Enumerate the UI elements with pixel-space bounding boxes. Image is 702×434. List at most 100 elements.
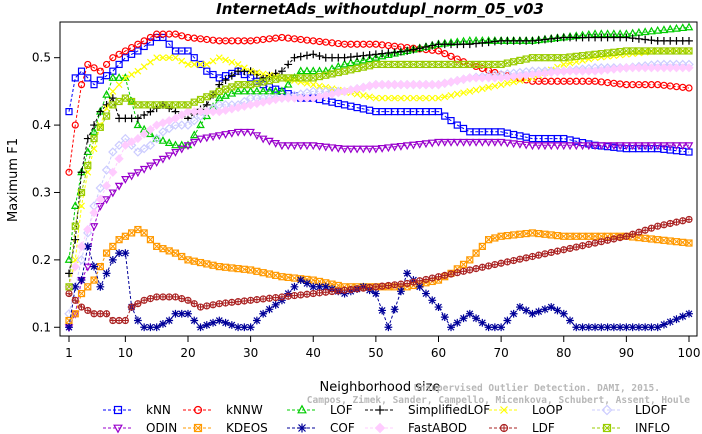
data-point-fastabod xyxy=(653,63,663,73)
data-point-ldf xyxy=(466,266,474,274)
data-point-ldf xyxy=(578,242,587,250)
data-point-knnw xyxy=(178,32,186,40)
data-point-cof xyxy=(647,323,656,332)
data-point-lof xyxy=(171,140,180,149)
data-point-knnw xyxy=(121,47,129,55)
data-point-knn xyxy=(441,112,449,120)
data-point-cof xyxy=(303,279,311,288)
data-point-ldf xyxy=(572,243,580,251)
data-point-lof xyxy=(177,140,187,149)
data-point-fastabod xyxy=(621,63,631,73)
y-tick-label: 0.4 xyxy=(32,118,51,132)
data-point-odin xyxy=(521,141,531,150)
x-tick-label: 1 xyxy=(65,346,73,360)
data-point-cof xyxy=(547,303,556,311)
data-point-ldf xyxy=(203,302,211,310)
data-point-inflo xyxy=(516,56,524,64)
data-point-fastabod xyxy=(383,80,394,90)
data-point-simplifiedlof xyxy=(108,94,117,103)
data-point-loop xyxy=(422,94,430,102)
data-point-kdeos xyxy=(90,276,98,284)
data-point-ldf xyxy=(403,279,411,288)
data-point-odin xyxy=(240,128,249,137)
data-point-inflo xyxy=(384,60,392,69)
data-point-lof xyxy=(640,27,650,36)
data-point-fastabod xyxy=(108,167,118,177)
data-point-loop xyxy=(566,59,574,67)
data-point-fastabod xyxy=(396,80,406,90)
data-point-simplifiedlof xyxy=(371,50,380,59)
series-fastabod xyxy=(64,63,694,292)
data-point-simplifiedlof xyxy=(221,76,230,85)
data-point-knn xyxy=(102,72,111,80)
data-point-odin xyxy=(490,138,500,147)
watermark-line-2: Campos, Zimek, Sander, Campello, Micenko… xyxy=(307,395,690,406)
series-line-lof xyxy=(68,26,690,260)
data-point-simplifiedlof xyxy=(622,33,631,42)
data-point-fastabod xyxy=(465,73,475,83)
data-point-ldof xyxy=(83,228,93,238)
data-point-ldof xyxy=(114,140,124,151)
data-point-odin xyxy=(402,142,412,151)
data-point-ldf xyxy=(585,240,593,248)
data-point-cof xyxy=(108,255,117,264)
data-point-lof xyxy=(340,59,349,68)
data-point-lof xyxy=(221,91,230,99)
data-point-kdeos xyxy=(553,232,562,240)
data-point-lof xyxy=(83,147,93,156)
data-point-cof xyxy=(566,316,574,325)
data-point-odin xyxy=(302,142,312,151)
data-point-fastabod xyxy=(296,93,306,103)
data-point-fastabod xyxy=(283,93,293,103)
data-point-simplifiedlof xyxy=(278,67,286,76)
data-point-ldf xyxy=(253,296,261,304)
data-point-cof xyxy=(503,316,512,325)
data-point-lof xyxy=(384,50,393,58)
data-point-lof xyxy=(164,138,174,147)
data-point-fastabod xyxy=(302,93,312,103)
data-point-odin xyxy=(546,142,556,151)
data-point-inflo xyxy=(685,47,693,55)
data-point-odin xyxy=(177,145,187,154)
data-point-odin xyxy=(496,138,506,147)
data-point-inflo xyxy=(121,94,129,102)
data-point-cof xyxy=(234,323,242,332)
data-point-odin xyxy=(208,133,218,142)
data-point-odin xyxy=(164,152,174,161)
data-point-loop xyxy=(215,54,223,62)
data-point-fastabod xyxy=(208,107,218,117)
data-point-loop xyxy=(153,54,161,62)
data-point-odin xyxy=(415,140,425,149)
data-point-cof xyxy=(65,323,73,332)
data-point-cof xyxy=(378,306,387,315)
data-point-ldf xyxy=(297,291,305,299)
data-point-knnw xyxy=(71,121,79,129)
data-point-fastabod xyxy=(402,80,412,90)
data-point-cof xyxy=(240,323,249,332)
data-point-cof xyxy=(559,309,568,318)
data-point-lof xyxy=(653,25,663,34)
data-point-fastabod xyxy=(152,120,162,130)
data-point-inflo xyxy=(616,48,624,56)
data-point-odin xyxy=(127,172,136,181)
data-point-odin xyxy=(597,142,606,151)
data-point-cof xyxy=(371,289,380,298)
data-point-cof xyxy=(622,323,631,332)
data-point-knn xyxy=(165,40,173,48)
data-point-inflo xyxy=(71,222,79,230)
data-point-odin xyxy=(277,142,287,151)
data-point-ldf xyxy=(184,296,192,304)
data-point-ldof xyxy=(189,115,200,126)
data-point-odin xyxy=(647,142,656,151)
data-point-lof xyxy=(252,86,262,95)
data-point-loop xyxy=(447,92,455,99)
data-point-loop xyxy=(316,82,323,90)
data-point-fastabod xyxy=(371,80,381,90)
data-point-simplifiedlof xyxy=(490,37,499,46)
data-point-ldof xyxy=(176,120,187,130)
data-point-simplifiedlof xyxy=(397,47,405,56)
data-point-fastabod xyxy=(189,107,199,117)
data-point-loop xyxy=(84,168,92,176)
data-point-ldf xyxy=(397,280,405,288)
data-point-ldf xyxy=(672,218,681,226)
